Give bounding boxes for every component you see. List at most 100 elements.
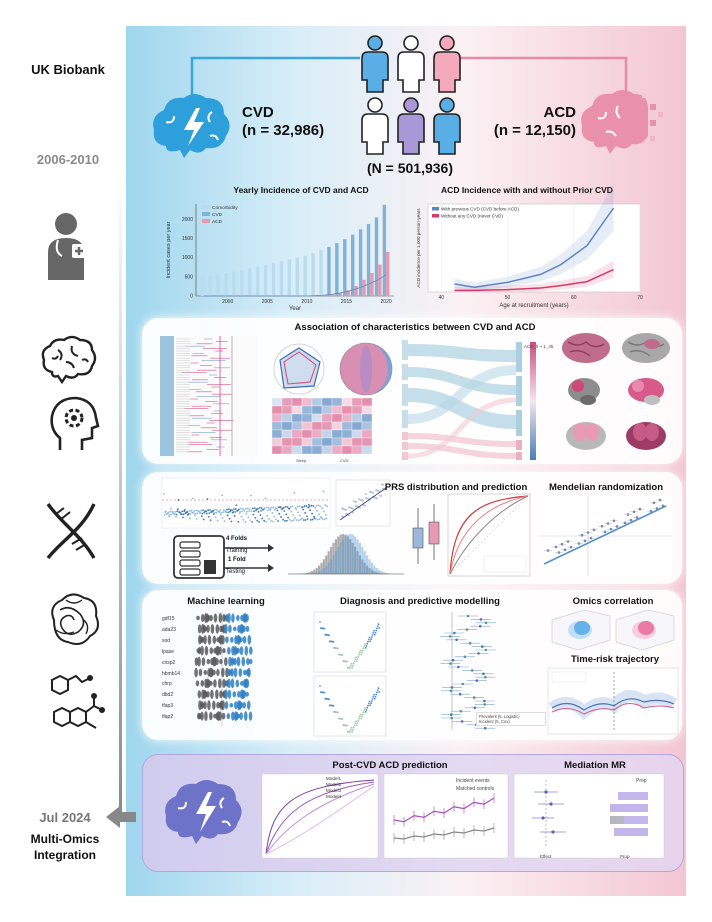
manhattan-point [291, 505, 294, 508]
manhattan-point [244, 521, 247, 523]
manhattan-point [212, 509, 215, 512]
violin-blob [231, 711, 235, 721]
violin-blob [207, 679, 211, 688]
bar-acd [330, 294, 335, 296]
manhattan-point [194, 512, 197, 515]
series-line [454, 268, 614, 292]
manhattan-point [176, 508, 179, 511]
manhattan-point [163, 514, 166, 516]
manhattan-point [201, 512, 204, 515]
acd-label: ACD [543, 104, 577, 121]
hist-bar-b [361, 546, 364, 574]
venn-diagram [339, 342, 393, 396]
manhattan-point [276, 509, 279, 512]
roc-legend-item: Model2 [326, 782, 342, 787]
estimate-point [448, 635, 452, 638]
manhattan-point [318, 513, 320, 516]
heatmap-cell [361, 445, 373, 455]
scatter-point [355, 501, 357, 503]
manhattan-point [227, 508, 230, 511]
manhattan-point [312, 505, 315, 507]
manhattan-point [216, 519, 219, 522]
volcano-point-top [373, 629, 375, 632]
heatmap-cell [341, 405, 353, 415]
manhattan-point [313, 515, 315, 518]
volcano-point-bottom [341, 718, 344, 720]
estimate-point [455, 638, 458, 642]
manhattan-point [170, 507, 172, 510]
violin-blob [243, 711, 248, 722]
violin-blob [245, 625, 250, 633]
heatmap-cell [331, 421, 343, 431]
volcano-point-top [361, 651, 363, 654]
time-risk-title: Time-risk trajectory [570, 654, 659, 665]
prs-scatter-plot [335, 479, 391, 527]
heatmap-cell [321, 429, 333, 439]
hist-bar-a [334, 539, 337, 574]
estimate-point [458, 692, 462, 696]
manhattan-point [282, 506, 285, 509]
bar-acd [354, 286, 358, 296]
violin-blob [227, 613, 231, 623]
manhattan-point [269, 509, 272, 511]
estimate-point [482, 672, 485, 676]
manhattan-point [242, 518, 245, 521]
acd-brain-icon [581, 90, 663, 154]
heatmap-cell [321, 445, 333, 455]
bar-cvd [343, 239, 347, 296]
violin-blob [226, 713, 231, 720]
volcano-point-bottom [367, 702, 370, 705]
manhattan-point [325, 513, 327, 516]
manhattan-point [284, 505, 287, 508]
legend-swatch [202, 219, 210, 223]
manhattan-point [262, 508, 265, 511]
manhattan-point [220, 511, 223, 514]
manhattan-point [259, 514, 262, 517]
volcano-point-top [359, 649, 362, 652]
heatmap-cell [321, 405, 333, 415]
violin-blob [242, 635, 247, 644]
mediation-prop-label: Prop [620, 854, 630, 859]
heatmap-cell [361, 413, 373, 423]
manhattan-point [290, 510, 293, 513]
heatmap-cell [351, 445, 363, 455]
manhattan-point [303, 505, 306, 507]
manhattan-point [283, 510, 286, 512]
hist-bar-b [313, 572, 316, 574]
heatmap-cell [281, 397, 293, 407]
estimate-point [450, 686, 454, 689]
legend-swatch [432, 214, 439, 218]
violin-blob [230, 636, 234, 643]
volcano-point-bottom [367, 704, 369, 707]
volcano-point-top [332, 640, 335, 643]
violin-blob [243, 669, 247, 676]
violin-blob [219, 658, 223, 665]
manhattan-point [294, 517, 296, 519]
violin-blob [206, 614, 211, 622]
heatmap-cell [311, 437, 323, 447]
violin-blob [209, 614, 213, 622]
estimate-point [484, 648, 488, 652]
x-tick-label: 50 [505, 295, 511, 301]
heatmap-cell [341, 429, 353, 439]
manhattan-point [311, 518, 314, 521]
violin-blob [204, 645, 209, 656]
heatmap-cell [311, 421, 323, 431]
manhattan-point [249, 519, 252, 522]
manhattan-point [285, 513, 288, 516]
hist-bar-a [346, 536, 349, 574]
hist-bar-a [315, 567, 318, 574]
volcano-point-bottom [376, 689, 379, 692]
volcano-point-bottom [355, 720, 357, 723]
hist-bar-a [358, 555, 361, 574]
volcano-point-top [337, 647, 339, 650]
violin-blob [201, 657, 206, 666]
manhattan-point [245, 508, 247, 510]
manhattan-point [264, 497, 267, 500]
manhattan-point [170, 513, 173, 516]
volcano-point-bottom [346, 724, 348, 727]
violin-blob [227, 689, 232, 699]
hist-bar-b [378, 569, 381, 574]
manhattan-point [239, 507, 242, 510]
legend-label: ACD [212, 219, 223, 225]
